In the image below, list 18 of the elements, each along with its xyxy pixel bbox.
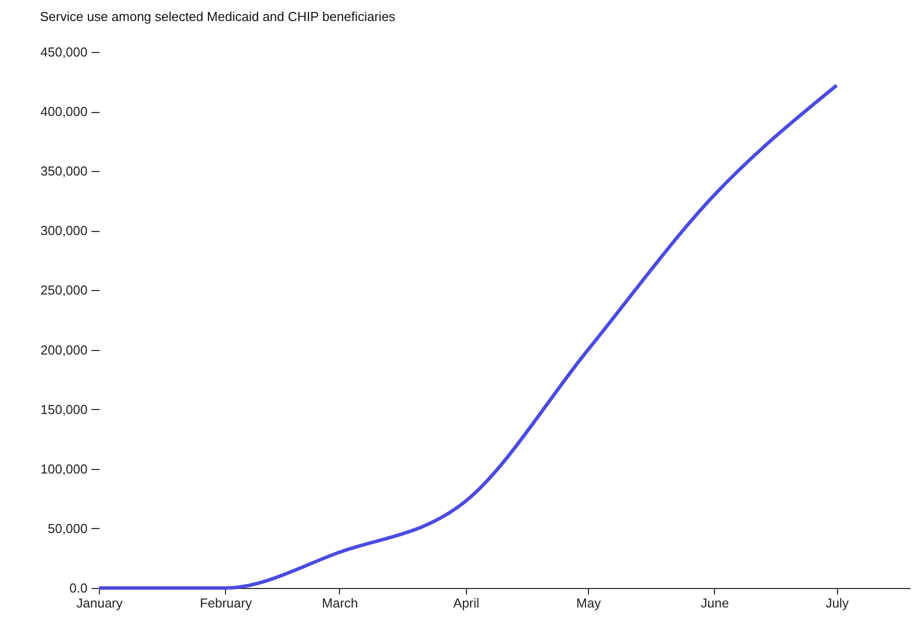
x-tick-label: June: [700, 596, 729, 610]
x-tick-label: May: [576, 596, 602, 610]
chart-title: Service use among selected Medicaid and CHIP beneficiaries: [40, 9, 396, 24]
y-tick-label: 50,000: [48, 520, 88, 536]
y-tick-label: 150,000: [40, 402, 88, 417]
y-tick-label: 200,000: [40, 342, 88, 358]
y-tick-label: 450,000: [40, 44, 88, 60]
y-tick-label: 400,000: [40, 104, 88, 120]
x-tick-label: April: [453, 596, 480, 610]
x-tick-label: July: [826, 596, 850, 610]
y-tick-label: 300,000: [40, 223, 88, 238]
x-tick-label: February: [200, 596, 252, 610]
x-tick-label: March: [322, 596, 358, 610]
y-tick-label: 250,000: [40, 282, 88, 298]
x-tick-label: January: [76, 596, 124, 610]
y-tick-label: 350,000: [40, 164, 88, 179]
y-tick-label: 0.0: [69, 580, 88, 596]
y-tick-label: 100,000: [40, 461, 88, 476]
